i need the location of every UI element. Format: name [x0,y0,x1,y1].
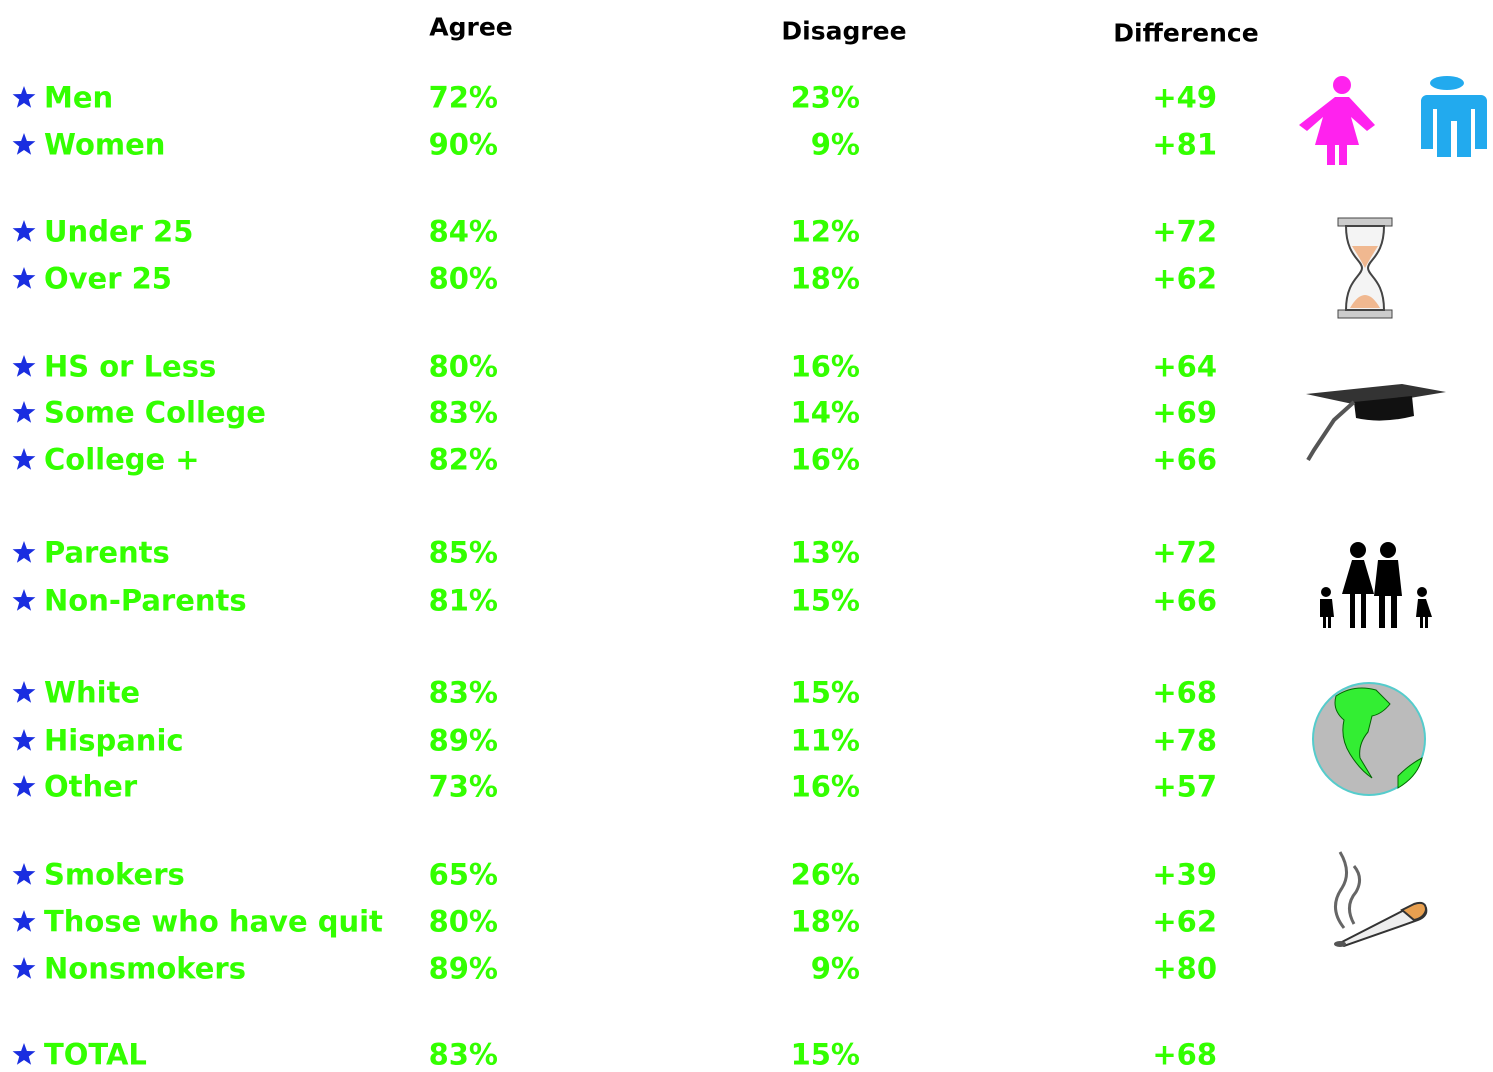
gender-icon [1299,76,1487,165]
bullet-star [12,589,36,611]
disagree-value: 15% [790,1037,860,1072]
difference-value: +72 [1152,214,1217,249]
difference-value: +80 [1152,951,1217,986]
disagree-value: 14% [790,395,860,430]
row-label: Other [44,769,138,804]
agree-value: 83% [428,675,498,710]
bullet-star [12,957,36,979]
agree-value: 85% [428,535,498,570]
difference-value: +72 [1152,535,1217,570]
difference-value: +68 [1152,1037,1217,1072]
difference-value: +69 [1152,395,1217,430]
family-icon [1320,542,1432,628]
bullet-star [12,775,36,797]
bullet-star [12,267,36,289]
bullet-star [12,401,36,423]
agree-value: 73% [428,769,498,804]
globe-icon [1312,682,1426,796]
difference-value: +66 [1152,583,1217,618]
agree-value: 81% [428,583,498,618]
disagree-value: 13% [790,535,860,570]
row-label: Smokers [44,857,185,892]
disagree-value: 15% [790,583,860,618]
agree-value: 65% [428,857,498,892]
agree-value: 89% [428,951,498,986]
agree-value: 80% [428,261,498,296]
row-label: Hispanic [44,723,184,758]
header-difference: Difference [1113,18,1259,48]
bullet-star [12,910,36,932]
difference-value: +57 [1152,769,1217,804]
header-agree: Agree [429,12,513,42]
agree-value: 90% [428,127,498,162]
difference-value: +81 [1152,127,1217,162]
row-label: Women [44,127,166,162]
agree-value: 72% [428,80,498,115]
difference-value: +62 [1152,904,1217,939]
agree-value: 84% [428,214,498,249]
header-disagree: Disagree [781,16,907,46]
agree-value: 83% [428,1037,498,1072]
bullet-star [12,729,36,751]
bullet-star [12,681,36,703]
bullet-star [12,863,36,885]
difference-value: +39 [1152,857,1217,892]
row-label: College + [44,442,200,477]
graduation-cap-icon [1306,384,1446,462]
row-label: Parents [44,535,170,570]
row-label: Men [44,80,114,115]
difference-value: +78 [1152,723,1217,758]
disagree-value: 16% [790,769,860,804]
disagree-value: 9% [810,951,860,986]
row-label: Nonsmokers [44,951,246,986]
bullet-star [12,133,36,155]
row-label: White [44,675,141,710]
disagree-value: 26% [790,857,860,892]
agree-value: 89% [428,723,498,758]
bullet-star [12,220,36,242]
row-label: Under 25 [44,214,194,249]
difference-value: +68 [1152,675,1217,710]
disagree-value: 15% [790,675,860,710]
cigarette-icon [1334,851,1428,948]
disagree-value: 16% [790,442,860,477]
bullet-star [12,448,36,470]
row-label: TOTAL [44,1037,147,1072]
difference-value: +62 [1152,261,1217,296]
hourglass-icon [1337,217,1393,319]
bullet-star [12,355,36,377]
disagree-value: 23% [790,80,860,115]
disagree-value: 11% [790,723,860,758]
disagree-value: 18% [790,904,860,939]
row-label: Some College [44,395,266,430]
row-label: Over 25 [44,261,172,296]
disagree-value: 18% [790,261,860,296]
difference-value: +49 [1152,80,1217,115]
bullet-star [12,86,36,108]
row-label: Non-Parents [44,583,247,618]
disagree-value: 12% [790,214,860,249]
row-label: Those who have quit [44,904,383,939]
row-label: HS or Less [44,349,217,384]
disagree-value: 9% [810,127,860,162]
disagree-value: 16% [790,349,860,384]
agree-value: 80% [428,904,498,939]
bullet-star [12,541,36,563]
agree-value: 80% [428,349,498,384]
difference-value: +66 [1152,442,1217,477]
agree-value: 83% [428,395,498,430]
difference-value: +64 [1152,349,1217,384]
agree-value: 82% [428,442,498,477]
bullet-star [12,1043,36,1065]
